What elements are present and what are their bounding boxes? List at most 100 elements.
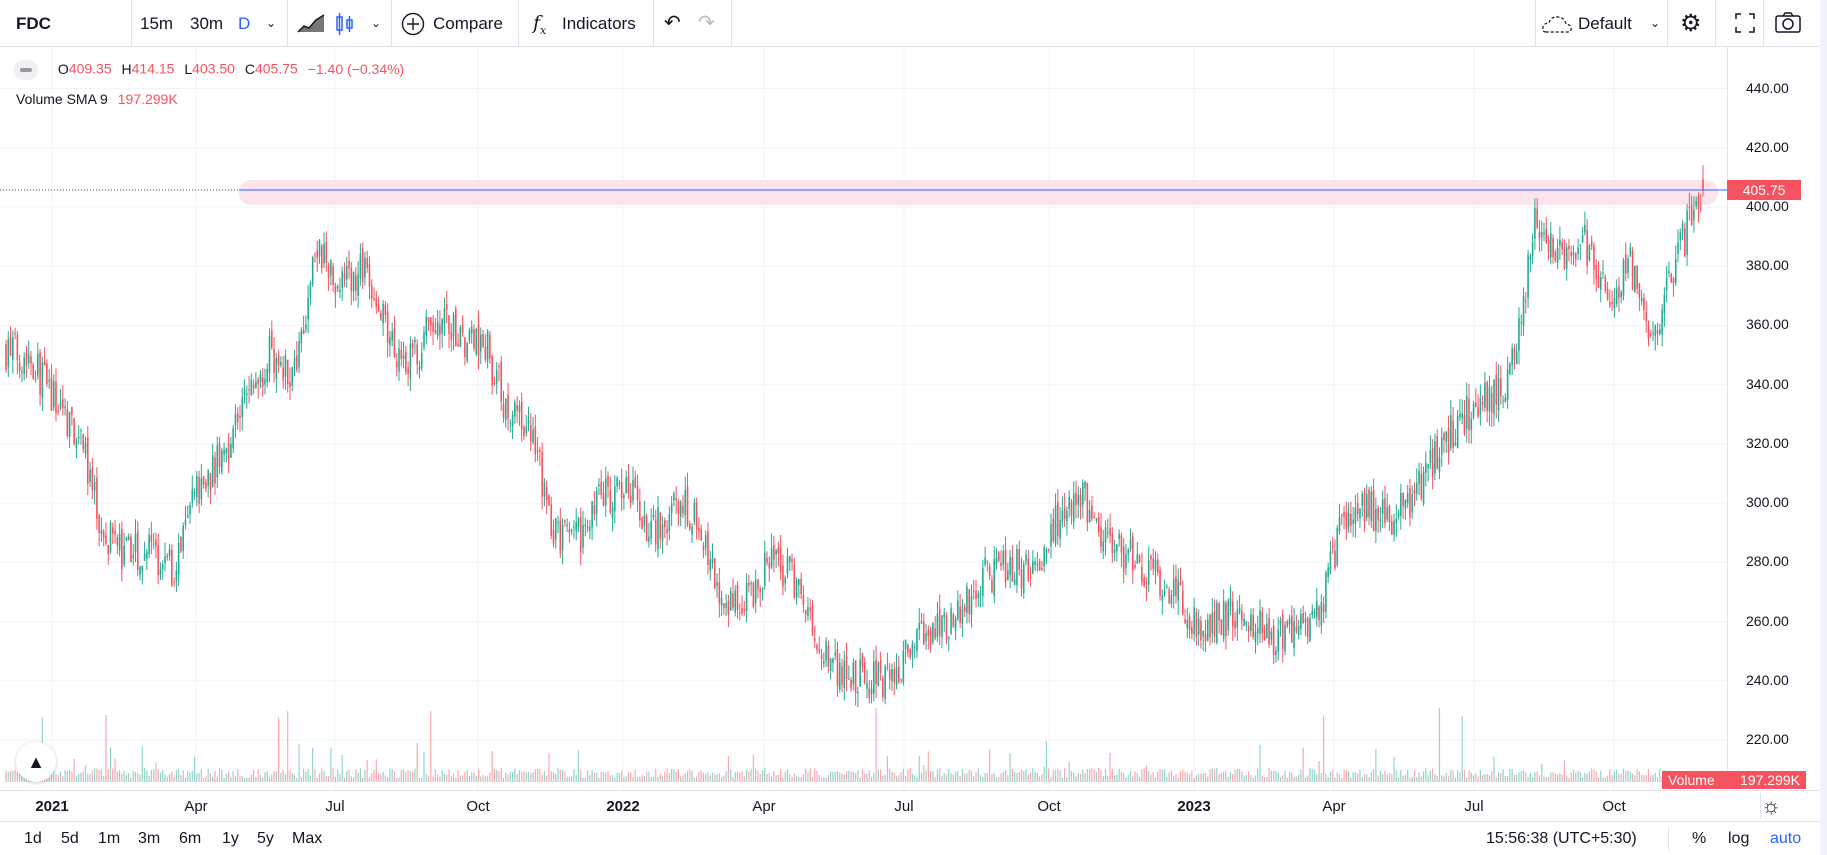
candle-body: [539, 449, 541, 452]
candle-body: [1500, 378, 1502, 397]
volume-bar: [1466, 777, 1468, 782]
volume-bar: [1327, 777, 1329, 782]
range-3m[interactable]: 3m: [138, 830, 161, 847]
candles-icon[interactable]: [334, 12, 356, 36]
open-label: O: [57, 60, 69, 77]
time-tick: Apr: [752, 798, 776, 815]
candle-body: [763, 552, 766, 586]
range-1y[interactable]: 1y: [222, 830, 239, 847]
candle-body: [1568, 246, 1570, 250]
auto-toggle[interactable]: auto: [1770, 830, 1802, 847]
candle-body: [1363, 492, 1366, 522]
candle-body: [239, 415, 241, 418]
percent-toggle[interactable]: %: [1692, 830, 1707, 847]
candle-body: [441, 319, 443, 334]
volume-bar: [293, 774, 296, 782]
tradingview-logo[interactable]: ▲: [16, 742, 56, 782]
candle-body: [1613, 298, 1616, 309]
undo-icon[interactable]: ↶: [664, 12, 681, 34]
volume-bar: [521, 771, 523, 782]
scrollbar[interactable]: [1820, 0, 1827, 855]
time-tick: Apr: [184, 798, 208, 815]
symbol-search[interactable]: FDC: [16, 14, 51, 33]
log-toggle[interactable]: log: [1728, 830, 1750, 847]
interval-15m[interactable]: 15m: [140, 14, 174, 33]
candle-body: [198, 477, 200, 504]
range-6m[interactable]: 6m: [179, 830, 202, 847]
candle-body: [777, 547, 780, 554]
candle-body: [1409, 488, 1411, 518]
volume-bar: [1173, 775, 1175, 782]
candle-body: [870, 688, 873, 695]
volume-bar: [632, 777, 634, 782]
price-chart[interactable]: [0, 47, 1727, 790]
volume-bar: [852, 771, 854, 782]
candle-body: [7, 339, 10, 367]
volume-bar: [1050, 776, 1052, 782]
volume-bar: [518, 770, 521, 782]
time-axis[interactable]: ☼ 2021 Apr Jul Oct 2022 Apr Jul Oct 2023 Apr Jul Oc…: [0, 790, 1827, 822]
volume-bar: [1245, 774, 1247, 782]
range-max[interactable]: Max: [292, 830, 323, 847]
volume-bar: [1004, 770, 1007, 782]
fullscreen-icon[interactable]: [1734, 12, 1756, 34]
candle-body: [997, 552, 1000, 562]
candle-body: [1066, 511, 1068, 522]
clock[interactable]: 15:56:38 (UTC+5:30): [1486, 830, 1637, 847]
volume-bar: [1298, 774, 1300, 782]
volume-bar: [1034, 771, 1036, 782]
volume-bar: [998, 777, 1000, 782]
volume-bar: [241, 776, 243, 782]
volume-bar: [1191, 770, 1193, 782]
area-chart-icon[interactable]: [296, 12, 326, 34]
volume-bar: [818, 775, 820, 782]
candle-body: [1375, 509, 1377, 531]
gear-icon[interactable]: ⚙: [1680, 10, 1702, 37]
volume-bar: [523, 771, 525, 782]
candle-body: [845, 655, 848, 679]
hide-legend-toggle[interactable]: [14, 60, 38, 80]
volume-bar: [471, 772, 473, 782]
candle-body: [1413, 490, 1416, 494]
range-5d[interactable]: 5d: [61, 830, 79, 847]
volume-bar: [243, 777, 246, 782]
candle-body: [620, 482, 623, 498]
price-axis[interactable]: 440.00 420.00 400.00 380.00 360.00 340.00 320.…: [1727, 47, 1820, 790]
volume-bar: [402, 769, 405, 782]
volume-indicator-name[interactable]: Volume SMA 9: [16, 91, 108, 107]
volume-bar: [232, 771, 234, 782]
volume-bar: [153, 769, 155, 782]
camera-icon[interactable]: [1775, 11, 1801, 33]
candle-body: [470, 326, 473, 334]
candle-body: [311, 257, 314, 285]
range-5y[interactable]: 5y: [257, 830, 274, 847]
volume-bar: [877, 769, 879, 782]
candle-body: [352, 271, 355, 292]
candle-body: [1593, 246, 1595, 270]
volume-bar: [546, 775, 548, 782]
redo-icon[interactable]: ↷: [698, 12, 715, 34]
candle-body: [227, 443, 230, 460]
chart-type-chevron-down-icon[interactable]: ⌄: [371, 16, 382, 30]
candle-body: [57, 410, 60, 412]
range-1m[interactable]: 1m: [98, 830, 121, 847]
time-axis-settings-icon[interactable]: ☼: [1760, 793, 1782, 819]
volume-bar: [7, 771, 9, 782]
volume-bar: [1163, 769, 1166, 782]
volume-bar: [112, 768, 114, 782]
candle-body: [1200, 620, 1202, 641]
range-1d[interactable]: 1d: [24, 830, 42, 847]
volume-bar: [686, 771, 689, 782]
interval-chevron-down-icon[interactable]: ⌄: [266, 16, 277, 30]
candle-body: [532, 429, 534, 443]
volume-bar: [1636, 768, 1638, 782]
candle-body: [511, 414, 514, 427]
volume-bar: [1195, 775, 1197, 782]
interval-d[interactable]: D: [238, 14, 251, 33]
candle-body: [1229, 597, 1232, 607]
candle-body: [96, 477, 98, 519]
volume-bar: [1413, 770, 1416, 782]
candle-body: [84, 442, 87, 454]
interval-30m[interactable]: 30m: [190, 14, 224, 33]
candle-body: [1188, 616, 1191, 630]
